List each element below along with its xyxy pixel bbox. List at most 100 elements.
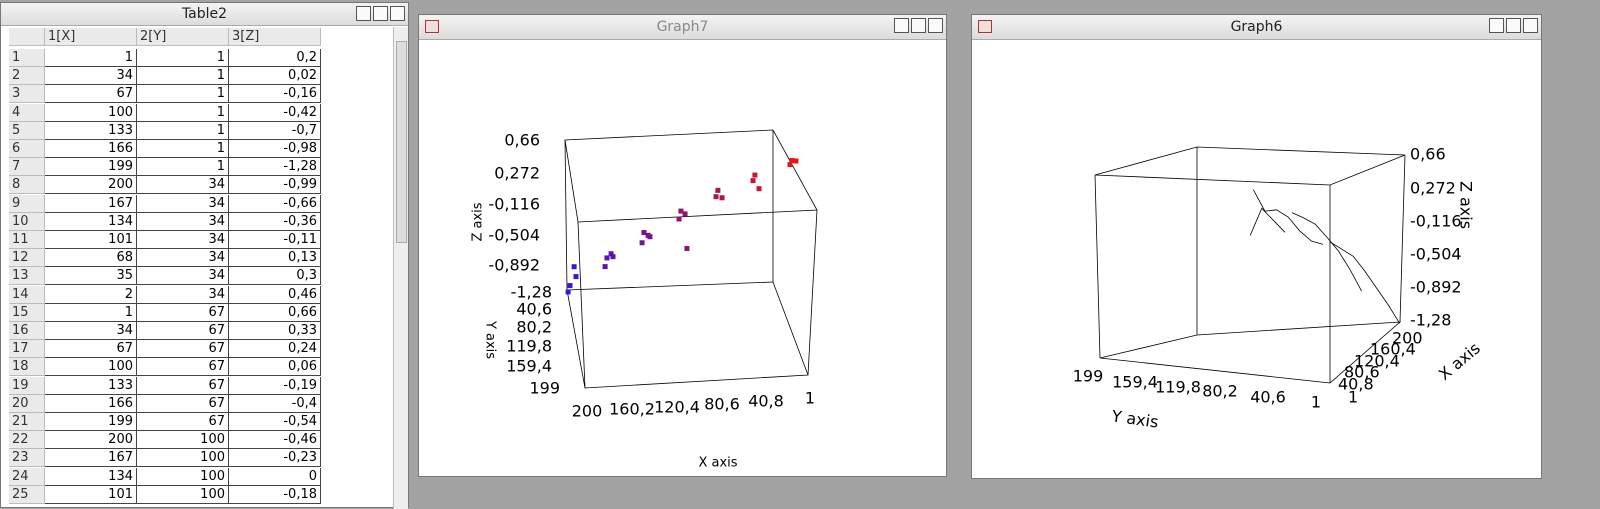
scrollbar[interactable] <box>393 27 408 509</box>
row-header[interactable]: 3 <box>9 85 45 104</box>
maximize[interactable] <box>911 18 926 33</box>
cell[interactable]: -1,28 <box>229 158 321 177</box>
cell[interactable]: 100 <box>45 103 137 122</box>
row-header[interactable]: 16 <box>9 322 45 340</box>
cell[interactable]: 166 <box>45 394 137 413</box>
minimize[interactable] <box>894 18 909 33</box>
row-header[interactable]: 25 <box>9 485 45 504</box>
cell[interactable]: 100 <box>137 449 229 468</box>
row-header[interactable]: 9 <box>9 194 45 213</box>
cell[interactable]: 34 <box>137 231 229 249</box>
cell[interactable]: -0,98 <box>229 140 321 158</box>
row-header[interactable]: 6 <box>9 140 45 158</box>
cell[interactable]: -0,23 <box>229 449 321 468</box>
cell[interactable]: 100 <box>137 485 229 504</box>
cell[interactable]: 0,06 <box>229 358 321 377</box>
cell[interactable]: 0,13 <box>229 249 321 268</box>
cell[interactable]: -0,54 <box>229 413 321 431</box>
row-header[interactable]: 23 <box>9 449 45 468</box>
cell[interactable]: 101 <box>45 231 137 249</box>
cell[interactable]: 0,46 <box>229 285 321 304</box>
cell[interactable]: -0,42 <box>229 103 321 122</box>
corner-header[interactable] <box>9 28 45 46</box>
row-header[interactable]: 17 <box>9 340 45 359</box>
cell[interactable]: 100 <box>137 431 229 450</box>
row-header[interactable]: 20 <box>9 394 45 413</box>
cell[interactable]: 101 <box>45 485 137 504</box>
row-header[interactable]: 5 <box>9 121 45 140</box>
cell[interactable]: 1 <box>137 121 229 140</box>
cell[interactable]: 34 <box>137 212 229 231</box>
cell[interactable]: 67 <box>137 376 229 395</box>
row-header[interactable]: 1 <box>9 49 45 67</box>
cell[interactable]: 0,24 <box>229 340 321 359</box>
row-header[interactable]: 7 <box>9 158 45 177</box>
cell[interactable]: 68 <box>45 249 137 268</box>
cell[interactable]: 34 <box>137 249 229 268</box>
cell[interactable]: -0,19 <box>229 376 321 395</box>
cell[interactable]: 35 <box>45 267 137 286</box>
close[interactable] <box>1523 18 1538 33</box>
cell[interactable]: 2 <box>45 285 137 304</box>
cell[interactable]: 67 <box>137 394 229 413</box>
cell[interactable]: 166 <box>45 140 137 158</box>
row-header[interactable]: 4 <box>9 103 45 122</box>
row-header[interactable]: 15 <box>9 303 45 322</box>
cell[interactable]: 199 <box>45 158 137 177</box>
cell[interactable]: 34 <box>137 194 229 213</box>
cell[interactable]: 1 <box>137 103 229 122</box>
cell[interactable]: 34 <box>137 285 229 304</box>
maximize[interactable] <box>1506 18 1521 33</box>
cell[interactable]: 0 <box>229 467 321 486</box>
column-header[interactable]: 3[Z] <box>229 28 321 46</box>
cell[interactable]: 1 <box>137 85 229 104</box>
cell[interactable]: 0,2 <box>229 49 321 67</box>
cell[interactable]: -0,36 <box>229 212 321 231</box>
cell[interactable]: 0,33 <box>229 322 321 340</box>
row-header[interactable]: 2 <box>9 67 45 86</box>
cell[interactable]: 0,3 <box>229 267 321 286</box>
cell[interactable]: 67 <box>45 340 137 359</box>
column-header[interactable]: 1[X] <box>45 28 137 46</box>
maximize[interactable] <box>373 6 388 21</box>
cell[interactable]: 34 <box>45 67 137 86</box>
cell[interactable]: 1 <box>137 49 229 67</box>
cell[interactable]: 133 <box>45 121 137 140</box>
cell[interactable]: -0,18 <box>229 485 321 504</box>
cell[interactable]: 133 <box>45 376 137 395</box>
row-header[interactable]: 24 <box>9 467 45 486</box>
cell[interactable]: 34 <box>45 322 137 340</box>
row-header[interactable]: 13 <box>9 267 45 286</box>
cell[interactable]: 134 <box>45 467 137 486</box>
close[interactable] <box>390 6 405 21</box>
cell[interactable]: 100 <box>45 358 137 377</box>
cell[interactable]: 1 <box>137 67 229 86</box>
row-header[interactable]: 14 <box>9 285 45 304</box>
cell[interactable]: 167 <box>45 449 137 468</box>
minimize[interactable] <box>356 6 371 21</box>
close[interactable] <box>928 18 943 33</box>
cell[interactable]: 200 <box>45 176 137 195</box>
row-header[interactable]: 10 <box>9 212 45 231</box>
row-header[interactable]: 8 <box>9 176 45 195</box>
cell[interactable]: -0,66 <box>229 194 321 213</box>
cell[interactable]: 34 <box>137 176 229 195</box>
column-header[interactable]: 2[Y] <box>137 28 229 46</box>
cell[interactable]: 199 <box>45 413 137 431</box>
cell[interactable]: 167 <box>45 194 137 213</box>
cell[interactable]: 67 <box>137 358 229 377</box>
minimize[interactable] <box>1489 18 1504 33</box>
row-header[interactable]: 11 <box>9 231 45 249</box>
cell[interactable]: -0,99 <box>229 176 321 195</box>
cell[interactable]: 100 <box>137 467 229 486</box>
cell[interactable]: 67 <box>137 340 229 359</box>
cell[interactable]: -0,16 <box>229 85 321 104</box>
cell[interactable]: 67 <box>137 413 229 431</box>
cell[interactable]: 67 <box>137 322 229 340</box>
cell[interactable]: 1 <box>45 303 137 322</box>
row-header[interactable]: 22 <box>9 431 45 450</box>
cell[interactable]: -0,7 <box>229 121 321 140</box>
row-header[interactable]: 21 <box>9 413 45 431</box>
cell[interactable]: 1 <box>45 49 137 67</box>
cell[interactable]: 67 <box>45 85 137 104</box>
